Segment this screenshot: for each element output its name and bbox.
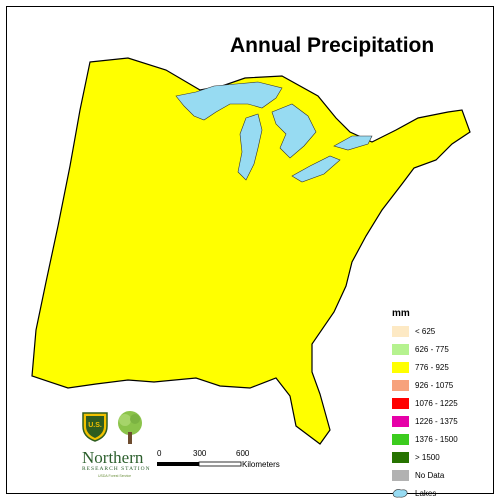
legend-label: 1376 - 1500 [415, 434, 458, 444]
legend-item: 926 - 1075 [392, 376, 488, 394]
scale-tick-label: 300 [193, 449, 207, 458]
legend-swatch [392, 343, 409, 355]
legend-swatch [392, 433, 409, 445]
legend-swatch [392, 469, 409, 481]
org-subtitle: RESEARCH STATION [82, 466, 151, 472]
legend-item: No Data [392, 466, 488, 484]
legend-unit: mm [392, 308, 410, 319]
lake-swatch-icon [392, 488, 408, 497]
legend-item: 1376 - 1500 [392, 430, 488, 448]
legend-label: 626 - 775 [415, 344, 449, 354]
lake-erie [291, 155, 341, 183]
scale-bar [157, 461, 242, 467]
legend-swatch [392, 397, 409, 409]
great-lakes [175, 81, 373, 183]
legend-swatch [392, 451, 409, 463]
legend-item: > 1500 [392, 448, 488, 466]
map-title: Annual Precipitation [230, 34, 435, 57]
legend-swatch [392, 379, 409, 391]
forest-service-shield-icon: U.S. [82, 412, 108, 442]
legend-label: 926 - 1075 [415, 380, 454, 390]
lake-huron [271, 103, 317, 159]
lake-michigan [237, 113, 263, 181]
legend-label: 776 - 925 [415, 362, 449, 372]
scale-bar-segment [198, 461, 242, 467]
lake-superior [175, 81, 283, 121]
svg-text:U.S.: U.S. [88, 422, 102, 429]
legend-label-lakes: Lakes [415, 488, 437, 498]
study-area-base [31, 57, 471, 445]
scale-tick-label: 600 [236, 449, 250, 458]
legend-label: < 625 [415, 326, 436, 336]
legend-swatch [392, 325, 409, 337]
legend-label: > 1500 [415, 452, 440, 462]
legend-label: No Data [415, 470, 445, 480]
lake-ontario [333, 135, 373, 151]
legend-swatch [392, 415, 409, 427]
scale-bar-segment [157, 462, 199, 466]
legend-item: < 625 [392, 322, 488, 340]
legend-item: 1076 - 1225 [392, 394, 488, 412]
tree-logo-icon [118, 411, 142, 444]
legend-item: 1226 - 1375 [392, 412, 488, 430]
scale-tick-label: 0 [157, 449, 162, 458]
legend-label: 1226 - 1375 [415, 416, 458, 426]
legend-item-lakes: Lakes [392, 484, 488, 502]
scale-unit-label: Kilometers [242, 460, 280, 469]
map-legend: mm < 625 626 - 775 776 - 925 926 - 1075 … [392, 308, 488, 502]
legend-swatch [392, 361, 409, 373]
legend-item: 776 - 925 [392, 358, 488, 376]
legend-label: 1076 - 1225 [415, 398, 458, 408]
org-name: Northern [82, 448, 144, 467]
org-tagline: USDA Forest Service [98, 474, 132, 478]
legend-item: 626 - 775 [392, 340, 488, 358]
